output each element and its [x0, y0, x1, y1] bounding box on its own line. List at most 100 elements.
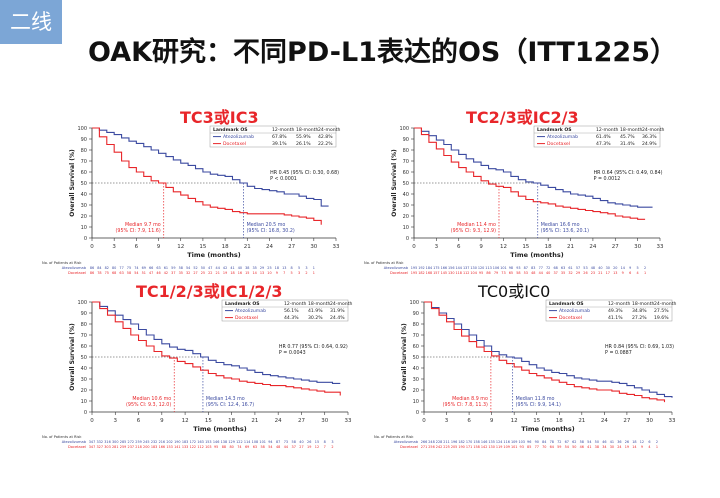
x-tick-label: 0	[422, 418, 426, 424]
risk-count: 13	[613, 271, 617, 275]
y-tick-label: 100	[399, 126, 409, 132]
risk-count: 192	[418, 266, 424, 270]
y-tick-label: 60	[413, 344, 419, 350]
risk-title: No. of Patients at Risk	[364, 261, 404, 265]
risk-count: 4	[648, 445, 650, 449]
risk-count: 9	[622, 271, 624, 275]
risk-count: 20	[613, 266, 617, 270]
risk-title: No. of Patients at Risk	[42, 435, 82, 439]
risk-count: 29	[260, 266, 264, 270]
risk-count: 72	[546, 266, 550, 270]
risk-count: 44	[539, 271, 543, 275]
risk-count: 101	[511, 445, 517, 449]
hr-text: HR 0.45 (95% CI: 0.30, 0.68)	[270, 170, 339, 176]
y-tick-label: 60	[403, 170, 409, 176]
risk-count: 63	[561, 266, 565, 270]
risk-count: 25	[267, 266, 271, 270]
risk-count: 166	[441, 266, 447, 270]
risk-count: 300	[112, 440, 118, 444]
risk-count: 6	[629, 271, 631, 275]
risk-count: 13	[260, 271, 264, 275]
risk-count: 58	[179, 266, 183, 270]
risk-count: 79	[494, 271, 498, 275]
median-label: (95% CI: 7.8, 11.3)	[443, 402, 488, 408]
y-tick-label: 0	[84, 236, 87, 242]
hr-text: P = 0.0012	[594, 176, 621, 182]
landmark-value: 47.3%	[596, 141, 611, 147]
risk-count: 26	[583, 271, 587, 275]
risk-count: 281	[112, 445, 118, 449]
risk-count: 93	[520, 445, 524, 449]
median-label: Median 8.9 mo	[452, 396, 488, 402]
y-tick-label: 10	[81, 225, 87, 231]
panel-tc123-ic123: TC1/2/3或IC1/2/3 0 10 20 30 40 50 60 70 80 90 100 0 3…	[40, 278, 362, 450]
risk-count: 256	[428, 445, 434, 449]
landmark-value: 36.3%	[642, 134, 657, 140]
x-tick-label: 9	[490, 418, 494, 424]
risk-count: 72	[557, 440, 561, 444]
risk-count: 41	[587, 445, 591, 449]
risk-count: 41	[230, 266, 234, 270]
risk-count: 101	[500, 266, 506, 270]
risk-count: 23	[591, 271, 595, 275]
y-axis-label: Overall Survival (%)	[69, 149, 76, 217]
risk-count: 51	[142, 271, 146, 275]
x-tick-label: 12	[511, 418, 518, 424]
median-label: (95% CI: 12.4, 16.7)	[206, 402, 254, 408]
y-tick-label: 70	[413, 333, 419, 339]
x-tick-label: 15	[205, 418, 212, 424]
median-label: Median 20.5 mo	[247, 222, 286, 228]
risk-row-label: Docetaxel	[400, 445, 418, 449]
landmark-value: 49.3%	[608, 308, 623, 314]
landmark-table	[545, 299, 673, 322]
risk-count: 54	[268, 445, 272, 449]
risk-count: 87	[524, 266, 528, 270]
x-tick-label: 24	[275, 418, 282, 424]
risk-count: 62	[572, 440, 576, 444]
risk-count: 184	[426, 266, 432, 270]
risk-count: 248	[428, 440, 434, 444]
risk-count: 44	[284, 445, 288, 449]
risk-count: 61	[568, 266, 572, 270]
risk-count: 40	[299, 440, 303, 444]
risk-count: 50	[201, 266, 205, 270]
risk-count: 146	[481, 440, 487, 444]
y-tick-label: 20	[81, 214, 87, 220]
risk-count: 53	[524, 271, 528, 275]
risk-count: 87	[276, 440, 280, 444]
risk-count: 13	[282, 266, 286, 270]
x-tick-label: 18	[228, 418, 235, 424]
risk-count: 86	[90, 271, 94, 275]
landmark-value: 27.2%	[632, 315, 647, 321]
x-tick-label: 33	[657, 244, 664, 250]
hr-text: P = 0.0887	[605, 350, 632, 356]
y-tick-label: 70	[403, 159, 409, 165]
risk-count: 316	[104, 440, 110, 444]
risk-count: 86	[90, 266, 94, 270]
panel-tc0-ic0: TC0或IC0 0 10 20 30 40 50 60 70 80 90 100 0 3 6 9 12 15 18…	[372, 278, 686, 450]
risk-row-label: Atezolizumab	[384, 266, 409, 270]
risk-count: 156	[448, 266, 454, 270]
risk-count: 50	[572, 445, 576, 449]
risk-count: 83	[531, 266, 535, 270]
risk-count: 37	[292, 445, 296, 449]
risk-row-label: Atezolizumab	[62, 440, 87, 444]
risk-count: 48	[276, 445, 280, 449]
landmark-value: 41.1%	[608, 315, 623, 321]
risk-count: 86	[486, 271, 490, 275]
risk-count: 195	[411, 266, 417, 270]
landmark-value: 67.8%	[272, 134, 287, 140]
risk-count: 347	[89, 445, 95, 449]
risk-count: 5	[637, 266, 639, 270]
risk-count: 142	[481, 445, 487, 449]
landmark-header-cell: 24-month	[330, 301, 353, 307]
risk-count: 172	[190, 440, 196, 444]
risk-count: 15	[245, 271, 249, 275]
risk-count: 104	[470, 271, 476, 275]
y-tick-label: 90	[403, 137, 409, 143]
landmark-row-name: Atezolizumab	[223, 134, 254, 140]
risk-count: 195	[411, 271, 417, 275]
x-tick-label: 12	[182, 418, 189, 424]
x-tick-label: 15	[533, 418, 540, 424]
risk-count: 109	[503, 445, 509, 449]
